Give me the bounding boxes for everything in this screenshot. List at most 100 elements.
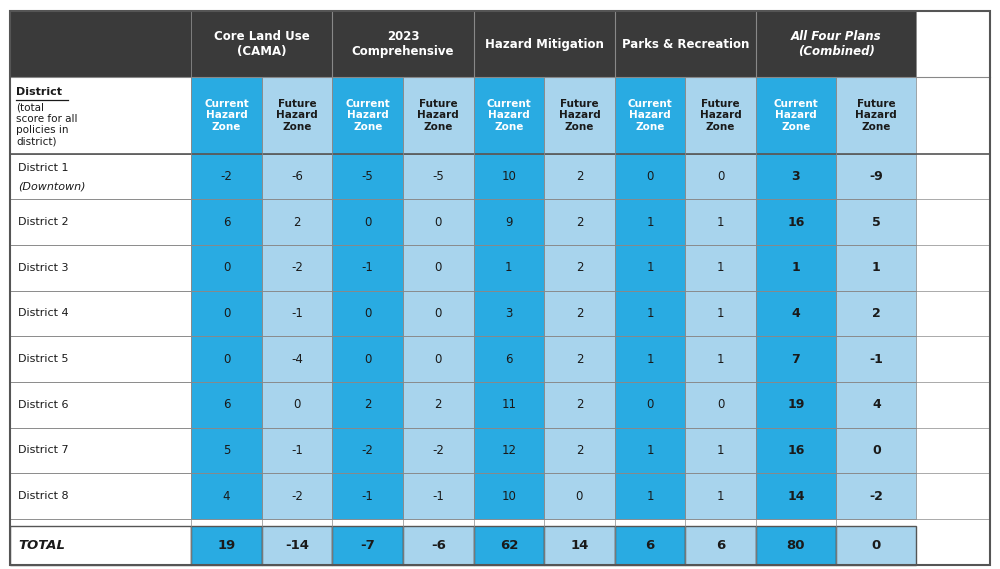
Text: 0: 0 [435, 353, 442, 366]
Text: (Downtown): (Downtown) [18, 182, 86, 192]
Text: 0: 0 [223, 307, 230, 320]
Text: 1: 1 [646, 444, 654, 457]
Bar [685, 336, 756, 382]
Text: District 2: District 2 [18, 217, 69, 227]
Text: 2: 2 [364, 398, 371, 411]
Bar [191, 526, 262, 564]
Bar [403, 77, 474, 154]
Text: 2: 2 [576, 444, 583, 457]
Text: Current
Hazard
Zone: Current Hazard Zone [774, 98, 818, 132]
Bar [262, 245, 332, 291]
Text: 1: 1 [717, 216, 724, 229]
Bar [10, 291, 191, 336]
Text: -9: -9 [869, 170, 883, 183]
Bar [544, 526, 615, 564]
Bar [544, 291, 615, 336]
Text: 4: 4 [872, 398, 881, 411]
Bar [836, 77, 916, 154]
Text: -2: -2 [362, 444, 374, 457]
Bar [836, 336, 916, 382]
Bar [191, 382, 262, 428]
Bar [474, 11, 615, 77]
Bar [191, 77, 262, 154]
Bar [544, 428, 615, 473]
Text: -1: -1 [362, 489, 374, 502]
Bar [756, 428, 836, 473]
Bar [10, 473, 191, 519]
Text: -7: -7 [360, 539, 375, 552]
Bar [756, 199, 836, 245]
Text: 2023
Comprehensive: 2023 Comprehensive [352, 30, 454, 58]
Text: 2: 2 [293, 216, 301, 229]
Text: Core Land Use
(CAMA): Core Land Use (CAMA) [214, 30, 310, 58]
Bar [544, 154, 615, 199]
Bar [474, 336, 544, 382]
Bar [191, 199, 262, 245]
Text: TOTAL: TOTAL [18, 539, 65, 552]
Bar [474, 291, 544, 336]
Bar [836, 154, 916, 199]
Bar [191, 473, 262, 519]
Text: 14: 14 [570, 539, 589, 552]
Text: 6: 6 [645, 539, 655, 552]
Text: -5: -5 [432, 170, 444, 183]
Text: 5: 5 [872, 216, 881, 229]
Bar [332, 382, 403, 428]
Text: 4: 4 [223, 489, 230, 502]
Bar [332, 526, 403, 564]
Bar [756, 526, 836, 564]
Text: District 7: District 7 [18, 446, 69, 455]
Bar [836, 526, 916, 564]
Text: -1: -1 [869, 353, 883, 366]
Bar [10, 199, 191, 245]
Bar [10, 77, 191, 154]
Text: 0: 0 [872, 444, 881, 457]
Text: 0: 0 [364, 216, 371, 229]
Bar [756, 291, 836, 336]
Text: -2: -2 [869, 489, 883, 502]
Bar [685, 245, 756, 291]
Bar [191, 336, 262, 382]
Text: 5: 5 [223, 444, 230, 457]
Text: 0: 0 [223, 353, 230, 366]
Text: 19: 19 [787, 398, 805, 411]
Bar [403, 154, 474, 199]
Bar [474, 199, 544, 245]
Bar [615, 336, 685, 382]
Text: 6: 6 [223, 216, 230, 229]
Text: 6: 6 [505, 353, 513, 366]
Bar [332, 11, 474, 77]
Bar [474, 154, 544, 199]
Text: -6: -6 [291, 170, 303, 183]
Text: 80: 80 [787, 539, 805, 552]
Bar [685, 154, 756, 199]
Bar [544, 336, 615, 382]
Bar [332, 336, 403, 382]
Text: Future
Hazard
Zone: Future Hazard Zone [417, 98, 459, 132]
Text: 1: 1 [717, 307, 724, 320]
Text: 9: 9 [505, 216, 513, 229]
Text: Future
Hazard
Zone: Future Hazard Zone [559, 98, 600, 132]
Text: -2: -2 [221, 170, 233, 183]
Text: 14: 14 [787, 489, 805, 502]
Text: District 1: District 1 [18, 163, 68, 173]
Text: 2: 2 [576, 398, 583, 411]
Bar [332, 473, 403, 519]
Text: 1: 1 [646, 261, 654, 274]
Bar [10, 11, 191, 77]
Bar [544, 382, 615, 428]
Bar [836, 428, 916, 473]
Bar [262, 154, 332, 199]
Bar [262, 382, 332, 428]
Text: Hazard Mitigation: Hazard Mitigation [485, 38, 604, 51]
Text: 2: 2 [435, 398, 442, 411]
Text: -1: -1 [291, 307, 303, 320]
Text: 1: 1 [646, 216, 654, 229]
Text: 62: 62 [500, 539, 518, 552]
Bar [10, 526, 191, 564]
Text: 0: 0 [435, 216, 442, 229]
Bar [10, 336, 191, 382]
Text: All Four Plans
(Combined): All Four Plans (Combined) [791, 30, 881, 58]
Bar [544, 245, 615, 291]
Text: -6: -6 [431, 539, 446, 552]
